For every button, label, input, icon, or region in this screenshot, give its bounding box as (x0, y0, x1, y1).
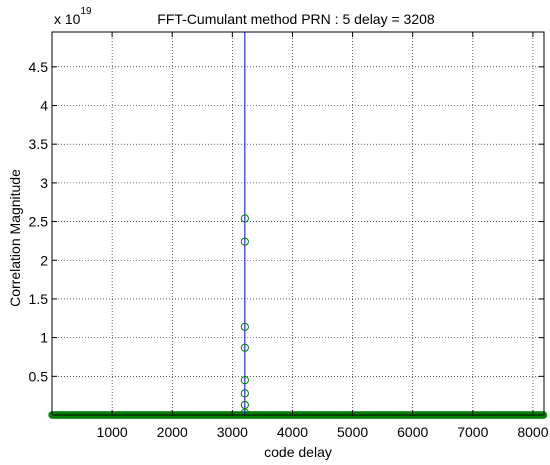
data-point (240, 408, 249, 417)
data-point (240, 343, 249, 352)
x-tick-label: 2000 (157, 424, 188, 440)
y-tick-label: 3 (40, 175, 48, 191)
y-multiplier-exponent: 19 (80, 6, 92, 17)
data-point (240, 389, 249, 398)
data-point (240, 322, 249, 331)
data-point (240, 214, 249, 223)
y-multiplier-base: x 10 (54, 11, 81, 27)
x-tick-label: 3000 (217, 424, 248, 440)
y-tick-label: 4 (40, 98, 48, 114)
y-tick-label: 3.5 (29, 136, 49, 152)
y-tick-label: 1.5 (29, 291, 49, 307)
y-tick-label: 2.5 (29, 214, 49, 230)
x-axis-label: code delay (264, 444, 332, 460)
y-tick-label: 0.5 (29, 368, 49, 384)
plot-frame (51, 31, 545, 416)
ticks: 1000 2000 3000 4000 5000 6000 7000 8000 0.5 1 1.5 2… (29, 32, 549, 440)
plot-area (52, 32, 544, 415)
y-tick-label: 4.5 (29, 59, 49, 75)
x-tick-label: 8000 (517, 424, 548, 440)
data-point (240, 376, 249, 385)
chart-title: FFT-Cumulant method PRN : 5 delay = 3208 (157, 11, 435, 27)
x-tick-label: 1000 (97, 424, 128, 440)
x-tick-label: 5000 (337, 424, 368, 440)
y-axis-label: Correlation Magnitude (7, 169, 23, 307)
grid (52, 32, 544, 415)
x-tick-label: 4000 (277, 424, 308, 440)
y-tick-label: 1 (40, 330, 48, 346)
data-point (240, 400, 249, 410)
y-axis-multiplier: x 1019 (54, 6, 92, 27)
x-tick-label: 7000 (457, 424, 488, 440)
x-tick-label: 6000 (397, 424, 428, 440)
data-point (240, 237, 249, 246)
y-tick-label: 2 (40, 252, 48, 268)
